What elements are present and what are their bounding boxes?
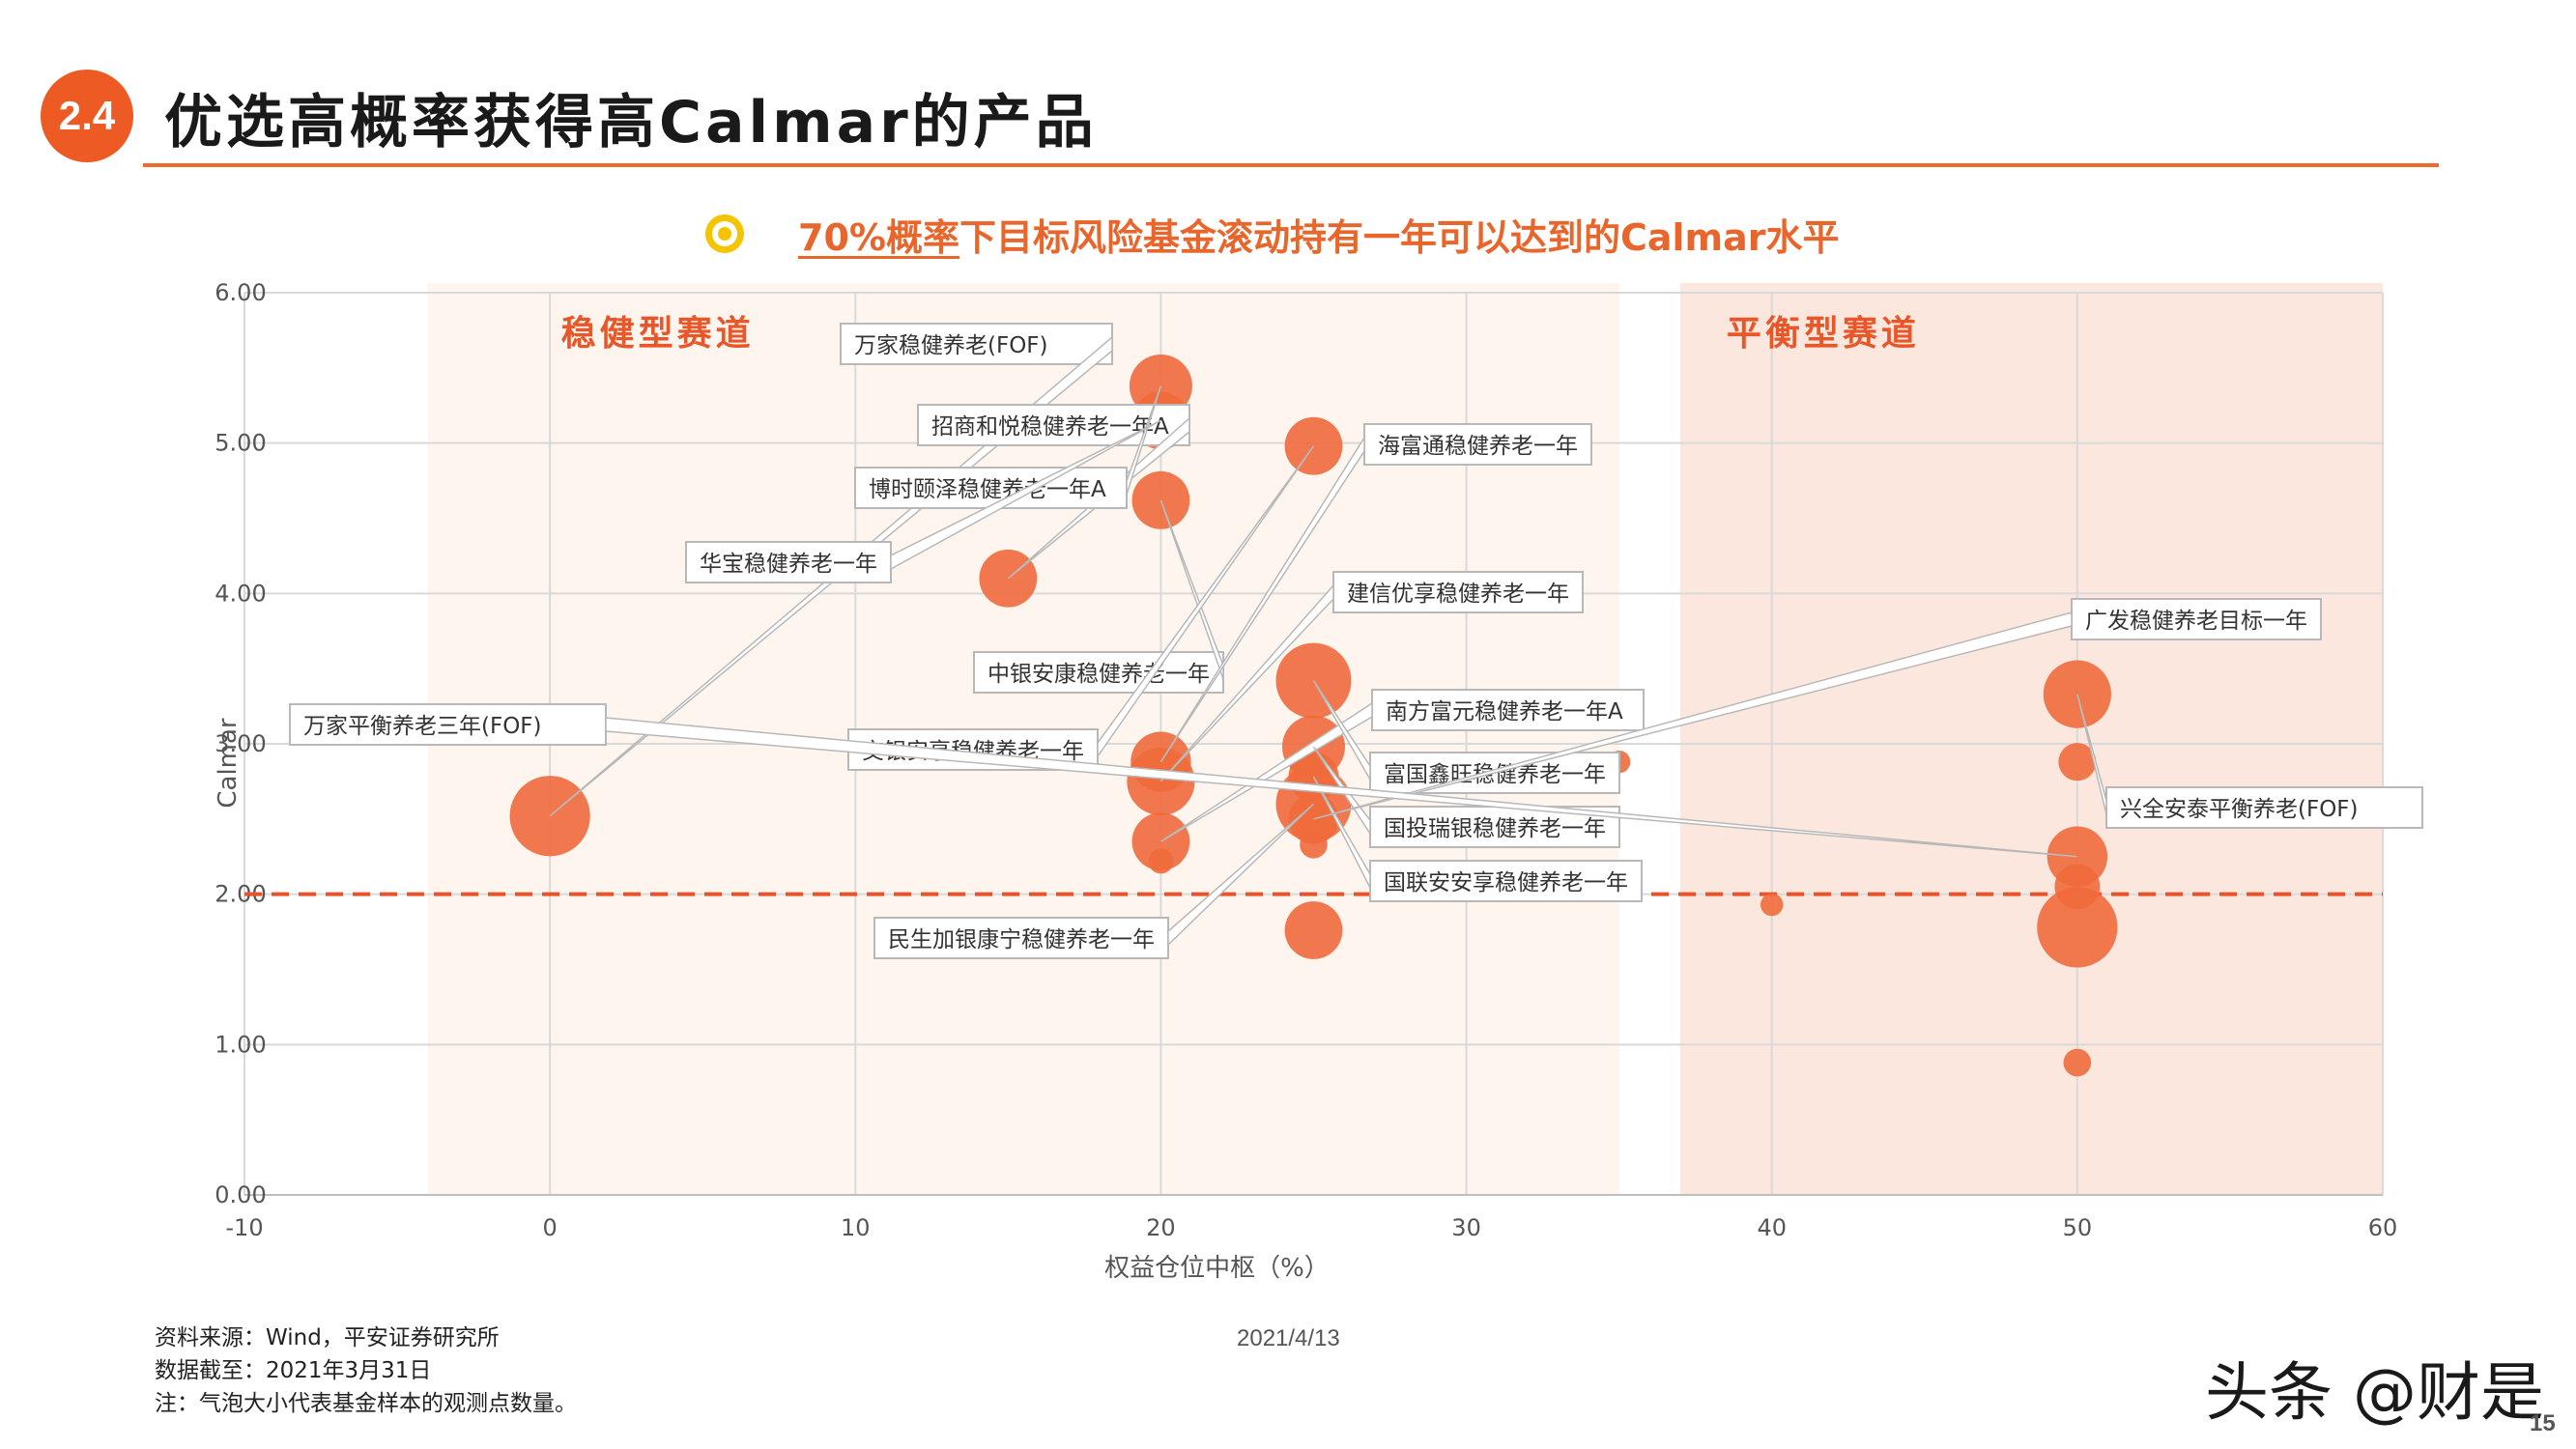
callout-box	[1363, 423, 1592, 466]
callout-label: 建信优享稳健养老一年	[1347, 582, 1569, 607]
callout-label: 海富通稳健养老一年	[1378, 434, 1578, 459]
x-tick-label: 30	[1451, 1214, 1481, 1241]
callout-box	[2071, 598, 2322, 640]
callout-label: 兴全安泰平衡养老(FOF)	[2120, 797, 2359, 822]
y-axis-label: Calmar	[214, 718, 243, 809]
callout-pointer	[1159, 499, 1224, 680]
bubble-point	[1300, 830, 1328, 859]
callout-box	[840, 323, 1113, 365]
callout-pointer	[1160, 701, 1373, 842]
y-tick-label: 4.00	[215, 580, 266, 607]
callout-pointer	[1167, 803, 1315, 947]
callout-label: 广发稳健养老目标一年	[2085, 609, 2307, 634]
callout-box	[873, 917, 1169, 959]
callout-label: 中银安康稳健养老一年	[987, 662, 1210, 687]
y-tick-label: 0.00	[215, 1181, 266, 1208]
callout-box	[1369, 860, 1643, 902]
callout-label: 富国鑫旺稳健养老一年	[1384, 762, 1606, 787]
callout-pointer	[1312, 776, 1371, 889]
callout-pointer	[1126, 385, 1162, 496]
callout-box	[289, 703, 607, 746]
bubble-chart: 0.001.002.003.004.005.006.00-10 0 10 20 30 40…	[214, 279, 2423, 1283]
callout-pointer	[1159, 583, 1334, 782]
section-number-badge: 2.4	[41, 70, 133, 162]
bubble-point	[1760, 893, 1784, 917]
callout-pointer	[1159, 435, 1365, 763]
callout-pointer	[1312, 680, 1371, 782]
callout-box	[1332, 571, 1584, 613]
callout-label: 国投瑞银稳健养老一年	[1384, 816, 1606, 841]
region-label: 稳健型赛道	[561, 314, 755, 354]
callout-box	[854, 467, 1128, 509]
bubble-point	[2037, 887, 2118, 968]
bubble-point	[2058, 743, 2097, 781]
report-date: 2021/4/13	[1237, 1325, 1340, 1351]
x-tick-label: -10	[225, 1214, 263, 1241]
callout-label: 国联安安享稳健养老一年	[1384, 870, 1628, 895]
page-title: 优选高概率获得高Calmar的产品	[164, 89, 1098, 156]
x-tick-label: 10	[841, 1214, 871, 1241]
target-icon	[705, 214, 744, 253]
callout-label: 万家平衡养老三年(FOF)	[303, 714, 542, 739]
callout-pointer	[605, 717, 2077, 858]
footer-notes: 资料来源：Wind，平安证券研究所 数据截至：2021年3月31日 注：气泡大小…	[155, 1321, 577, 1420]
bubble-point	[1148, 848, 1174, 874]
callout-pointer	[1313, 611, 2073, 820]
watermark: 头条 @财是	[2205, 1355, 2544, 1430]
y-tick-label: 6.00	[215, 279, 266, 306]
bubble-point	[2063, 1048, 2092, 1077]
x-tick-label: 40	[1757, 1214, 1787, 1241]
callout-label: 华宝稳健养老一年	[700, 552, 877, 577]
subtitle-text: 下目标风险基金滚动持有一年可以达到的Calmar水平	[959, 215, 1840, 259]
y-tick-label: 5.00	[215, 430, 266, 457]
callout-pointer	[2076, 694, 2107, 815]
bubble-point	[1284, 901, 1343, 959]
title-divider	[143, 163, 2439, 167]
region-band	[1679, 283, 2383, 1195]
callout-box	[973, 651, 1224, 694]
chart-subtitle: 70%概率下目标风险基金滚动持有一年可以达到的Calmar水平	[705, 205, 1840, 263]
x-axis-label: 权益仓位中枢（%）	[1104, 1254, 1330, 1283]
page-number: 15	[2530, 1410, 2556, 1436]
x-tick-label: 0	[543, 1214, 558, 1241]
source-note: 资料来源：Wind，平安证券研究所	[155, 1325, 500, 1350]
callout-box	[685, 541, 892, 583]
y-tick-label: 1.00	[215, 1031, 266, 1058]
callout-box	[2105, 786, 2423, 829]
bubble-size-note: 注：气泡大小代表基金样本的观测点数量。	[155, 1391, 577, 1416]
x-tick-label: 20	[1146, 1214, 1176, 1241]
region-label: 平衡型赛道	[1727, 314, 1920, 354]
subtitle-highlight: 70%概率	[798, 215, 959, 259]
callout-label: 万家稳健养老(FOF)	[854, 333, 1048, 358]
callout-pointer	[890, 419, 1161, 571]
y-tick-label: 3.00	[215, 730, 266, 757]
callout-label: 招商和悦稳健养老一年A	[931, 414, 1169, 440]
callout-label: 博时颐泽稳健养老一年A	[869, 477, 1106, 502]
data-date-note: 数据截至：2021年3月31日	[155, 1358, 432, 1383]
callout-label: 民生加银康宁稳健养老一年	[888, 927, 1155, 952]
x-tick-label: 50	[2063, 1214, 2093, 1241]
callout-pointer	[1097, 445, 1315, 759]
x-tick-label: 60	[2368, 1214, 2398, 1241]
callout-label: 南方富元稳健养老一年A	[1386, 699, 1623, 724]
callout-box	[1371, 689, 1645, 731]
